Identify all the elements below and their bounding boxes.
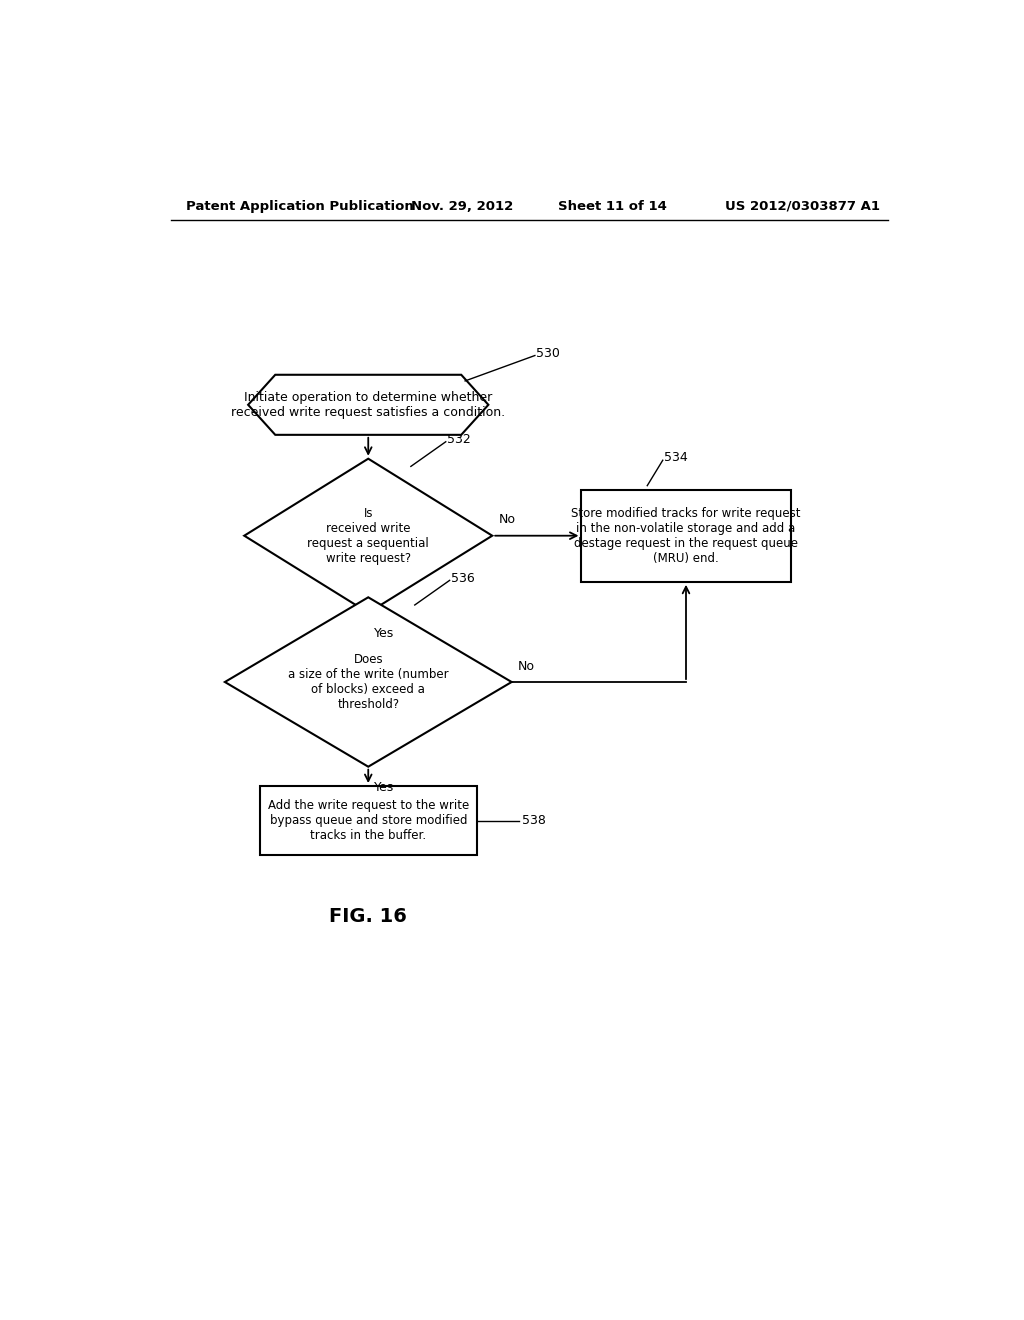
- Text: 530: 530: [537, 347, 560, 360]
- Text: Patent Application Publication: Patent Application Publication: [186, 199, 414, 213]
- FancyBboxPatch shape: [260, 785, 477, 855]
- Text: Add the write request to the write
bypass queue and store modified
tracks in the: Add the write request to the write bypas…: [267, 799, 469, 842]
- Text: 532: 532: [447, 433, 471, 446]
- FancyBboxPatch shape: [582, 490, 791, 582]
- Text: Is
received write
request a sequential
write request?: Is received write request a sequential w…: [307, 507, 429, 565]
- Text: Does
a size of the write (number
of blocks) exceed a
threshold?: Does a size of the write (number of bloc…: [288, 653, 449, 711]
- Text: No: No: [518, 660, 535, 673]
- Text: Yes: Yes: [375, 780, 394, 793]
- Text: Store modified tracks for write request
in the non-volatile storage and add a
de: Store modified tracks for write request …: [571, 507, 801, 565]
- Text: Initiate operation to determine whether
received write request satisfies a condi: Initiate operation to determine whether …: [231, 391, 505, 418]
- Polygon shape: [245, 459, 493, 612]
- Text: Yes: Yes: [375, 627, 394, 640]
- Text: No: No: [499, 513, 515, 527]
- Text: FIG. 16: FIG. 16: [330, 907, 408, 927]
- Text: Nov. 29, 2012: Nov. 29, 2012: [411, 199, 513, 213]
- Text: 538: 538: [521, 814, 546, 828]
- Text: US 2012/0303877 A1: US 2012/0303877 A1: [725, 199, 880, 213]
- Text: 534: 534: [665, 450, 688, 463]
- Text: Sheet 11 of 14: Sheet 11 of 14: [558, 199, 667, 213]
- Polygon shape: [248, 375, 488, 434]
- Text: 536: 536: [452, 572, 475, 585]
- Polygon shape: [225, 597, 512, 767]
